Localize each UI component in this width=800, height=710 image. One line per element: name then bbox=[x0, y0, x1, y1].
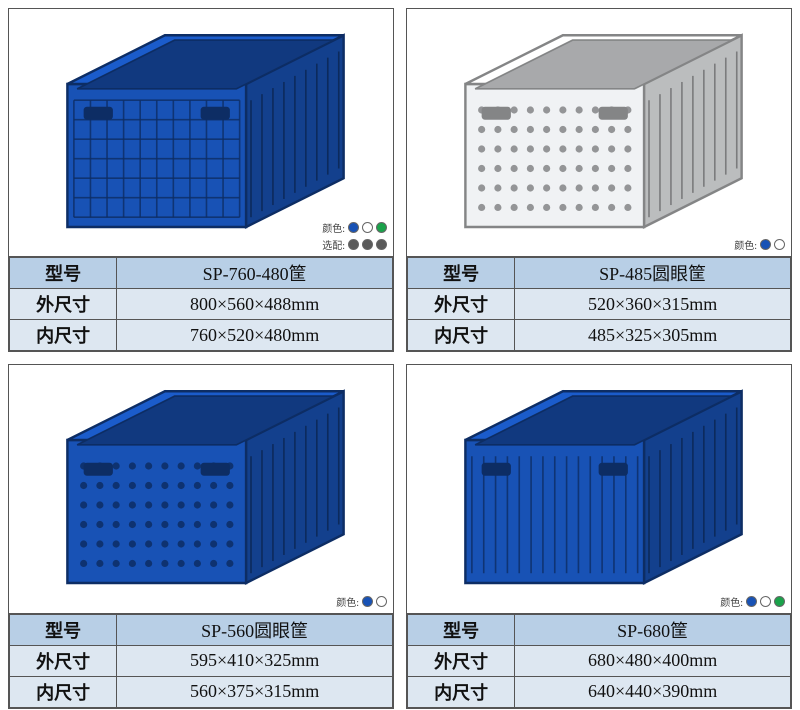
color-swatch-row: 颜色: bbox=[720, 594, 785, 609]
swatch bbox=[760, 596, 771, 607]
label-outer: 外尺寸 bbox=[10, 289, 117, 320]
value-inner: 560×375×315mm bbox=[117, 676, 393, 707]
color-swatch-row: 颜色: bbox=[734, 237, 785, 252]
swatch bbox=[362, 222, 373, 233]
product-image-sp485: 颜色: bbox=[407, 9, 791, 257]
value-outer: 800×560×488mm bbox=[117, 289, 393, 320]
product-card-sp760: 颜色: 选配: 型号 SP-760-480筐 外尺寸 bbox=[8, 8, 394, 352]
crate-illustration bbox=[24, 19, 377, 246]
color-swatch-row: 颜色: bbox=[336, 594, 387, 609]
value-outer: 520×360×315mm bbox=[515, 289, 791, 320]
label-outer: 外尺寸 bbox=[10, 645, 117, 676]
value-model: SP-760-480筐 bbox=[117, 258, 393, 289]
swatch-block: 颜色: bbox=[336, 594, 387, 609]
product-card-sp560: 颜色: 型号 SP-560圆眼筐 外尺寸 595×410×325mm 内尺寸 5… bbox=[8, 364, 394, 708]
swatch bbox=[376, 596, 387, 607]
spec-table: 型号 SP-485圆眼筐 外尺寸 520×360×315mm 内尺寸 485×3… bbox=[407, 257, 791, 351]
product-image-sp560: 颜色: bbox=[9, 365, 393, 613]
value-model: SP-485圆眼筐 bbox=[515, 258, 791, 289]
swatch-block: 颜色: 选配: bbox=[322, 220, 387, 252]
label-model: 型号 bbox=[10, 614, 117, 645]
label-outer: 外尺寸 bbox=[408, 289, 515, 320]
swatch bbox=[746, 596, 757, 607]
option-swatch-row: 选配: bbox=[322, 237, 387, 252]
label-inner: 内尺寸 bbox=[10, 676, 117, 707]
swatch bbox=[376, 239, 387, 250]
color-label: 颜色: bbox=[720, 594, 743, 609]
value-inner: 640×440×390mm bbox=[515, 676, 791, 707]
crate-illustration bbox=[422, 375, 775, 602]
spec-table: 型号 SP-680筐 外尺寸 680×480×400mm 内尺寸 640×440… bbox=[407, 614, 791, 708]
value-model: SP-560圆眼筐 bbox=[117, 614, 393, 645]
label-inner: 内尺寸 bbox=[408, 320, 515, 351]
label-model: 型号 bbox=[408, 614, 515, 645]
value-model: SP-680筐 bbox=[515, 614, 791, 645]
color-label: 颜色: bbox=[336, 594, 359, 609]
swatch bbox=[774, 239, 785, 250]
crate-illustration bbox=[24, 375, 377, 602]
product-card-sp680: 颜色: 型号 SP-680筐 外尺寸 680×480×400mm 内尺寸 640… bbox=[406, 364, 792, 708]
swatch bbox=[774, 596, 785, 607]
product-card-sp485: 颜色: 型号 SP-485圆眼筐 外尺寸 520×360×315mm 内尺寸 4… bbox=[406, 8, 792, 352]
value-inner: 485×325×305mm bbox=[515, 320, 791, 351]
product-grid: 颜色: 选配: 型号 SP-760-480筐 外尺寸 bbox=[0, 0, 800, 710]
crate-illustration bbox=[422, 19, 775, 246]
color-label: 颜色: bbox=[734, 237, 757, 252]
label-inner: 内尺寸 bbox=[408, 676, 515, 707]
spec-table: 型号 SP-760-480筐 外尺寸 800×560×488mm 内尺寸 760… bbox=[9, 257, 393, 351]
color-swatch-row: 颜色: bbox=[322, 220, 387, 235]
value-outer: 595×410×325mm bbox=[117, 645, 393, 676]
label-model: 型号 bbox=[408, 258, 515, 289]
value-inner: 760×520×480mm bbox=[117, 320, 393, 351]
swatch bbox=[760, 239, 771, 250]
option-label: 选配: bbox=[322, 237, 345, 252]
product-image-sp680: 颜色: bbox=[407, 365, 791, 613]
swatch bbox=[362, 596, 373, 607]
swatch bbox=[348, 239, 359, 250]
color-label: 颜色: bbox=[322, 220, 345, 235]
swatch bbox=[376, 222, 387, 233]
label-model: 型号 bbox=[10, 258, 117, 289]
swatch-block: 颜色: bbox=[720, 594, 785, 609]
value-outer: 680×480×400mm bbox=[515, 645, 791, 676]
label-inner: 内尺寸 bbox=[10, 320, 117, 351]
label-outer: 外尺寸 bbox=[408, 645, 515, 676]
swatch-block: 颜色: bbox=[734, 237, 785, 252]
product-image-sp760: 颜色: 选配: bbox=[9, 9, 393, 257]
spec-table: 型号 SP-560圆眼筐 外尺寸 595×410×325mm 内尺寸 560×3… bbox=[9, 614, 393, 708]
swatch bbox=[362, 239, 373, 250]
swatch bbox=[348, 222, 359, 233]
